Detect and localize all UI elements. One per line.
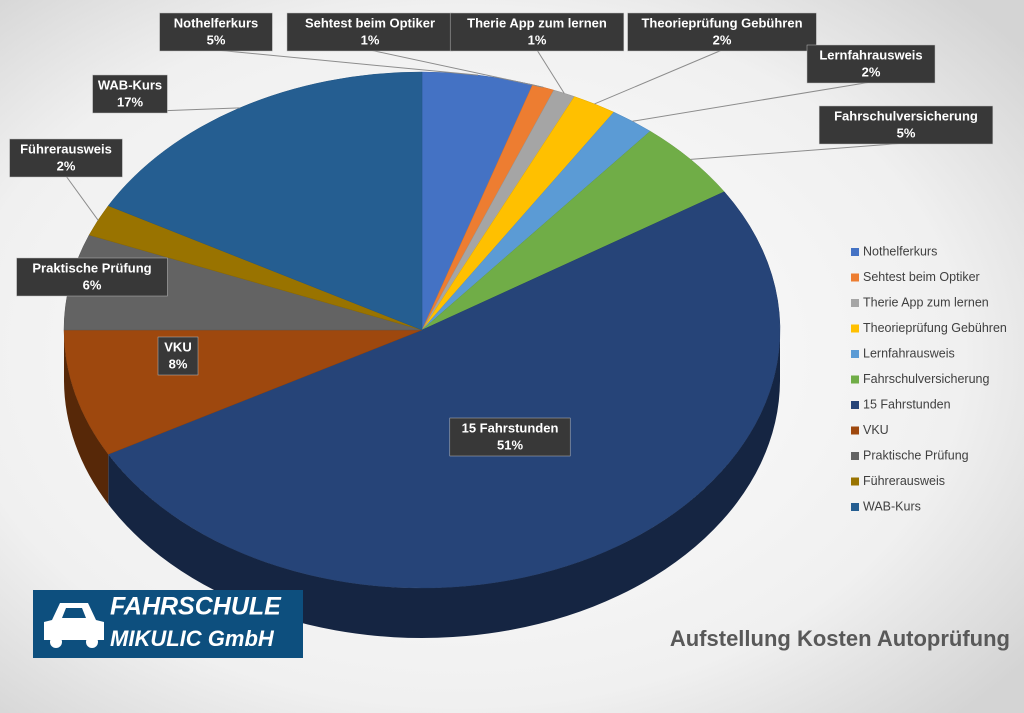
logo: FAHRSCHULE MIKULIC GmbH <box>33 590 303 658</box>
leader-line <box>215 49 479 76</box>
leader-line <box>594 49 723 105</box>
pie <box>63 71 781 589</box>
label-name: Führerausweis <box>20 141 112 156</box>
label-name: WAB-Kurs <box>98 77 162 92</box>
label-value: 2% <box>57 158 76 173</box>
logo-line: FAHRSCHULE <box>110 593 282 621</box>
leader-line <box>690 142 907 160</box>
legend-label: WAB-Kurs <box>863 499 921 513</box>
label-box <box>9 138 123 178</box>
pie-sides <box>64 330 780 638</box>
legend-swatch <box>851 503 859 511</box>
legend-swatch <box>851 273 859 282</box>
legend-label: VKU <box>863 423 889 437</box>
label-value: 51% <box>497 437 523 452</box>
legend-label: Lernfahrausweis <box>863 346 955 360</box>
label-box <box>92 74 168 114</box>
leader-line <box>536 49 565 94</box>
leader-lines <box>65 49 907 221</box>
legend-label: 15 Fahrstunden <box>863 397 951 411</box>
slice <box>107 191 781 589</box>
slice-side <box>64 330 109 505</box>
legend-swatch <box>851 401 859 409</box>
slice-side <box>108 330 780 638</box>
label-box <box>449 417 571 457</box>
logo-line: MIKULIC GmbH <box>110 626 275 651</box>
leader-line <box>632 81 872 122</box>
label-box <box>449 12 625 52</box>
slice <box>63 329 423 455</box>
label-name: VKU <box>164 339 191 354</box>
label-box <box>818 105 994 145</box>
leader-line <box>65 175 99 221</box>
legend-swatch <box>851 477 859 486</box>
legend: Nothelferkurs Sehtest beim Optiker Therie … <box>851 244 1007 513</box>
leader-line <box>369 49 544 88</box>
label-value: 1% <box>361 32 380 47</box>
legend-label: Therie App zum lernen <box>863 295 989 309</box>
label-name: Theorieprüfung Gebühren <box>641 15 802 30</box>
car-icon <box>44 603 104 648</box>
label-value: 8% <box>169 356 188 371</box>
label-value: 17% <box>117 94 143 109</box>
legend-label: Führerausweis <box>863 474 945 488</box>
label-box <box>157 336 199 376</box>
legend-swatch <box>851 324 859 333</box>
legend-label: Nothelferkurs <box>863 244 937 258</box>
label-name: Sehtest beim Optiker <box>305 15 435 30</box>
label-box <box>806 44 936 84</box>
label-box <box>627 12 817 52</box>
label-name: Fahrschulversicherung <box>834 108 978 123</box>
label-value: 5% <box>897 125 916 140</box>
label-value: 2% <box>862 64 881 79</box>
legend-swatch <box>851 375 859 384</box>
slice <box>107 71 423 331</box>
label-name: Nothelferkurs <box>174 15 259 30</box>
legend-label: Fahrschulversicherung <box>863 372 989 386</box>
label-value: 1% <box>528 32 547 47</box>
legend-swatch <box>851 299 859 307</box>
legend-swatch <box>851 426 859 435</box>
label-box <box>286 12 454 52</box>
legend-label: Theorieprüfung Gebühren <box>863 321 1007 335</box>
legend-swatch <box>851 248 859 256</box>
chart-title: Aufstellung Kosten Autoprüfung <box>670 626 1010 651</box>
label-box <box>16 257 168 297</box>
legend-swatch <box>851 452 859 460</box>
legend-swatch <box>851 350 859 358</box>
car-window <box>62 608 86 618</box>
label-value: 2% <box>713 32 732 47</box>
label-name: 15 Fahrstunden <box>462 420 559 435</box>
label-value: 6% <box>83 277 102 292</box>
legend-label: Praktische Prüfung <box>863 448 969 462</box>
data-labels: Nothelferkurs 5% Sehtest beim Optiker 1% The… <box>9 12 994 457</box>
label-box <box>159 12 273 52</box>
label-name: Lernfahrausweis <box>819 47 922 62</box>
label-value: 5% <box>207 32 226 47</box>
label-name: Therie App zum lernen <box>467 15 607 30</box>
legend-label: Sehtest beim Optiker <box>863 270 980 284</box>
label-name: Praktische Prüfung <box>32 260 151 275</box>
